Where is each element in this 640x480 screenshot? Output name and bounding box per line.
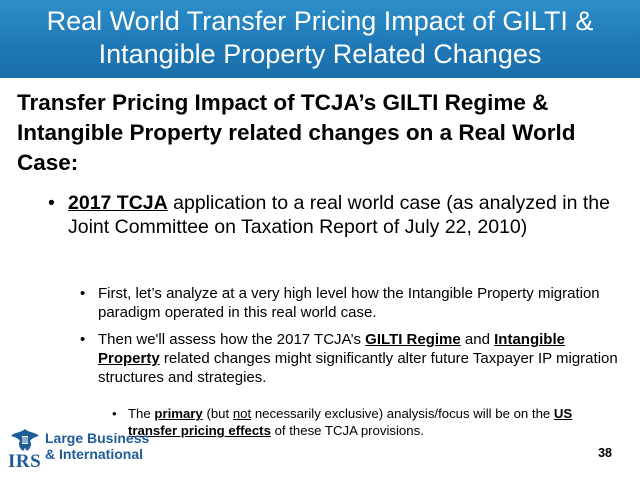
primary-emphasis: primary [154,406,203,421]
lbi-line-1: Large Business [45,430,150,446]
title-bar: Real World Transfer Pricing Impact of GI… [0,0,640,78]
tcja-emphasis: 2017 TCJA [68,192,168,214]
bullet-level2-second-text: Then we'll assess how the 2017 TCJA’s GI… [80,330,628,387]
text-part: of these TCJA provisions. [270,423,424,438]
bullet-level1-text: 2017 TCJA application to a real world ca… [48,191,618,239]
text-part: Then we'll assess how the 2017 TCJA’s [98,331,366,348]
bullet-level2-first-text: First, let’s analyze at a very high leve… [98,285,600,321]
intangible-property-emphasis: Intangible Property [98,331,565,367]
text-part: necessarily exclusive) analysis/focus wi… [251,406,554,421]
bullet-level3-text: The primary (but not necessarily exclusi… [112,405,622,439]
lbi-wordmark: Large Business & International [45,430,149,462]
slide-title-line-1: Real World Transfer Pricing Impact of GI… [46,6,594,36]
text-part: (but [202,406,233,421]
gilti-regime-emphasis: GILTI Regime [365,331,461,348]
slide-heading: Transfer Pricing Impact of TCJA’s GILTI … [17,90,576,175]
eagle-icon [11,429,39,451]
bullet-level2-first: • First, let’s analyze at a very high le… [80,284,628,322]
us-transfer-pricing-emphasis: US transfer pricing effects [128,406,573,438]
irs-wordmark: IRS [8,451,42,472]
bullet-dot: • [48,192,55,214]
irs-lbi-logo: IRS Large Business & International [8,427,178,472]
bullet-dot: • [80,285,86,302]
slide-title-line-2: Intangible Property Related Changes [98,39,542,69]
page-number: 38 [598,446,612,460]
not-emphasis: not [232,406,252,421]
lbi-line-2: & International [45,446,144,462]
bullet-dot: • [112,406,117,421]
bullet-level1-rest: application to a real world case (as ana… [68,192,610,238]
bullet-level3: • The primary (but not necessarily exclu… [112,405,622,439]
bullet-level2-second: • Then we'll assess how the 2017 TCJA’s … [80,330,628,387]
bullet-dot: • [80,331,86,348]
text-part: The [128,406,155,421]
text-part: related changes might significantly alte… [98,350,618,386]
bullet-level1: • 2017 TCJA application to a real world … [48,191,618,239]
text-part: and [460,331,495,348]
